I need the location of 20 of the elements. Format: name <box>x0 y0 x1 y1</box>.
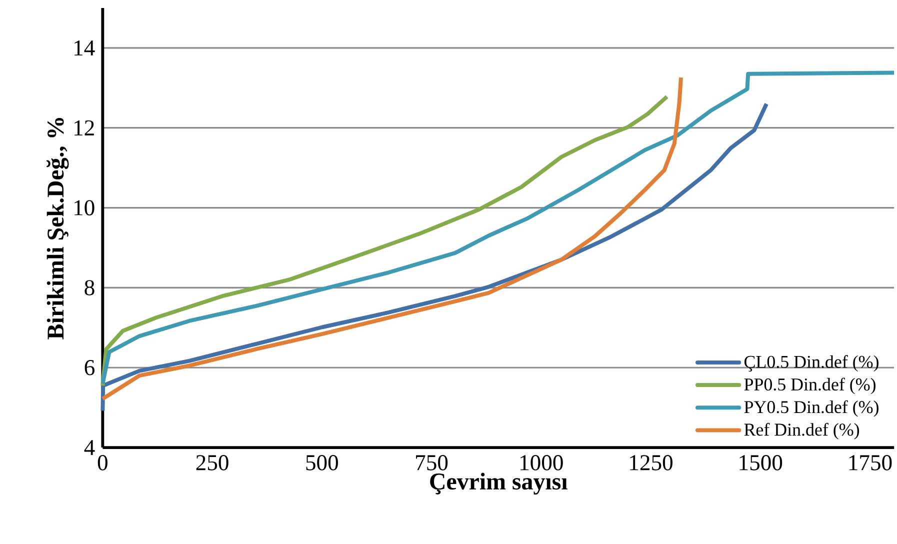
y-tick-label: 12 <box>74 120 94 136</box>
legend-label: Ref Din.def (%) <box>744 422 860 440</box>
y-tick-label: 14 <box>74 40 95 56</box>
legend-label: ÇL0.5 Din.def (%) <box>744 355 878 372</box>
y-axis-title: Birikimli Şek.Değ., % <box>46 118 69 340</box>
x-tick-label: 1750 <box>849 454 892 470</box>
y-tick-label: 6 <box>84 360 94 376</box>
y-tick-label: 8 <box>84 280 94 296</box>
x-tick-label: 1500 <box>740 454 782 470</box>
legend-label: PY0.5 Din.def (%) <box>744 400 878 417</box>
x-tick-label: 250 <box>196 454 228 470</box>
x-tick-label: 750 <box>416 454 448 470</box>
x-tick-label: 1000 <box>520 454 563 470</box>
y-tick-label: 4 <box>84 440 95 455</box>
y-tick-label: 10 <box>74 200 94 216</box>
x-tick-label: 500 <box>306 454 338 470</box>
legend-label: PP0.5 Din.def (%) <box>744 378 876 394</box>
x-axis-title: Çevrim sayısı <box>430 472 568 494</box>
x-tick-label: 1250 <box>630 454 672 470</box>
x-tick-label: 0 <box>98 454 108 470</box>
